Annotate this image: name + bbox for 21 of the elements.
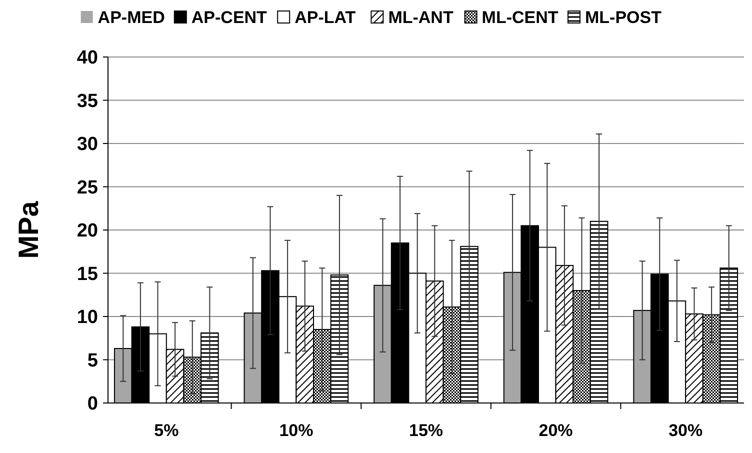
y-tick-label: 5 [87, 350, 98, 372]
y-tick-label: 20 [76, 220, 98, 242]
x-tick-label: 15% [408, 421, 444, 440]
y-tick-label: 15 [76, 264, 98, 285]
legend-label: AP-CENT [191, 8, 268, 27]
legend-label: ML-CENT [482, 8, 559, 27]
x-tick-label: 30% [668, 421, 703, 440]
x-tick-label: 5% [154, 421, 179, 440]
legend-label: AP-LAT [294, 8, 356, 27]
y-tick-label: 35 [76, 90, 98, 112]
y-tick-label: 25 [76, 177, 98, 198]
legend-label: ML-ANT [388, 8, 454, 27]
x-tick-label: 10% [279, 421, 314, 440]
y-tick-label: 30 [76, 134, 98, 156]
y-tick-label: 0 [87, 394, 98, 415]
legend-label: AP-MED [98, 8, 165, 27]
legend-label: ML-POST [585, 8, 662, 27]
x-tick-label: 20% [538, 421, 573, 440]
y-axis-title: MPa [13, 200, 44, 259]
y-tick-label: 10 [76, 307, 98, 328]
y-tick-label: 40 [76, 48, 98, 69]
